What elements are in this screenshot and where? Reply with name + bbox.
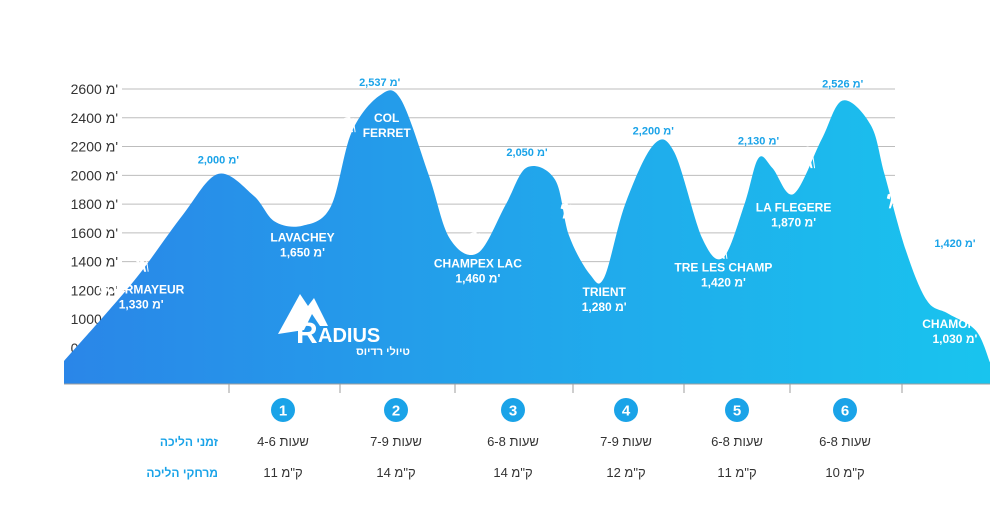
hikers — [136, 110, 900, 272]
peak-altitude-label: 2,200 מ' — [633, 126, 675, 138]
stage-number: 1 — [279, 403, 287, 420]
peak-altitude-label: 2,130 מ' — [738, 136, 780, 148]
stage-number: 4 — [622, 403, 631, 420]
place-name: TRIENT — [582, 285, 626, 299]
stage-walking-distance: 14 ק"מ — [376, 465, 415, 480]
stage-walking-distance: 10 ק"מ — [825, 465, 864, 480]
walking-time-label: זמני הליכה — [160, 435, 219, 449]
place-altitude: 1,460 מ' — [455, 271, 500, 285]
y-tick-label: 1400 מ' — [71, 254, 118, 270]
stage-number: 3 — [509, 403, 517, 420]
radius-logo: R ADIUS טיולי רדיוס — [278, 294, 410, 358]
stage-walking-distance: 11 ק"מ — [263, 465, 302, 480]
y-tick-label: 1600 מ' — [71, 225, 118, 241]
hiker-icon — [560, 196, 574, 219]
stage-walking-time: 7-9 שעות — [600, 434, 652, 449]
stage-walking-time: 6-8 שעות — [819, 434, 871, 449]
y-tick-label: 2000 מ' — [71, 167, 118, 183]
mountain-logo-icon — [278, 294, 328, 334]
stage-number: 6 — [841, 403, 849, 420]
peak-altitude-label: 1,420 מ' — [934, 238, 976, 250]
place-name: LAVACHEY — [270, 231, 334, 245]
y-tick-label: 2200 מ' — [71, 139, 118, 155]
elevation-area — [64, 90, 990, 384]
stage-table: 1 4-6 שעות 11 ק"מ 2 7-9 שעות 14 ק"מ 3 6-8 שעות 1… — [257, 398, 871, 480]
stage-walking-time: 6-8 שעות — [711, 434, 763, 449]
hiker-icon — [714, 237, 728, 259]
stage-number-badge — [271, 398, 295, 422]
stage-number-badge — [501, 398, 525, 422]
stage-number: 2 — [392, 403, 400, 420]
logo-brand: ADIUS — [318, 325, 380, 347]
y-tick-label: 1800 מ' — [71, 196, 118, 212]
hiker-icon — [469, 225, 482, 248]
stage-number-badge — [833, 398, 857, 422]
place-name: LA FLEGERE — [756, 200, 832, 214]
place-altitude: 1,030 מ' — [932, 332, 977, 346]
place-altitude: 1,870 מ' — [771, 215, 816, 229]
place-altitude: 1,650 מ' — [280, 246, 325, 260]
stage-number: 5 — [733, 403, 741, 420]
stage-walking-time: 4-6 שעות — [257, 434, 309, 449]
peak-altitude-label: 2,537 מ' — [359, 77, 401, 89]
y-tick-label: 2400 מ' — [71, 110, 118, 126]
place-name: COURMAYEUR — [98, 282, 185, 296]
place-name: COL — [374, 111, 399, 125]
y-tick-label: 1200 מ' — [71, 282, 118, 298]
stage-walking-distance: 14 ק"מ — [493, 465, 532, 480]
logo-letter-r: R — [296, 317, 318, 350]
peak-altitude-label: 2,050 מ' — [506, 147, 548, 159]
logo-tagline: טיולי רדיוס — [356, 345, 410, 358]
place-altitude: 1,280 מ' — [582, 300, 627, 314]
peak-altitude-label: 2,000 מ' — [198, 154, 240, 166]
place-name: CHAMONIX — [922, 317, 987, 331]
place-name: TRE LES CHAMP — [674, 261, 772, 275]
stage-walking-time: 7-9 שעות — [370, 434, 422, 449]
y-axis-ticks: 2600 מ' 2400 מ' 2200 מ' 2000 מ' 1800 מ' 1600 … — [71, 81, 118, 356]
hiker-icon — [802, 146, 816, 169]
x-axis — [64, 383, 990, 393]
hiker-icon — [136, 250, 149, 272]
place-name: CHAMPEX LAC — [434, 256, 522, 270]
stage-number-badge — [614, 398, 638, 422]
place-name: FERRET — [363, 126, 412, 140]
walking-distance-label: מרחקי הליכה — [146, 466, 218, 480]
stage-walking-time: 6-8 שעות — [487, 434, 539, 449]
place-altitude: 1,330 מ' — [119, 297, 164, 311]
peak-altitude-label: 2,526 מ' — [822, 79, 864, 91]
hiker-icon — [886, 186, 900, 209]
stage-walking-distance: 12 ק"מ — [606, 465, 645, 480]
stage-number-badge — [725, 398, 749, 422]
stage-walking-distance: 11 ק"מ — [717, 465, 756, 480]
y-tick-label: 2600 מ' — [71, 81, 118, 97]
stage-number-badge — [384, 398, 408, 422]
peak-labels: 2,000 מ' 2,537 מ' 2,050 מ' 2,200 מ' 2,130 מ'… — [198, 77, 976, 250]
hiker-icon — [343, 110, 356, 133]
place-altitude: 1,420 מ' — [701, 276, 746, 290]
